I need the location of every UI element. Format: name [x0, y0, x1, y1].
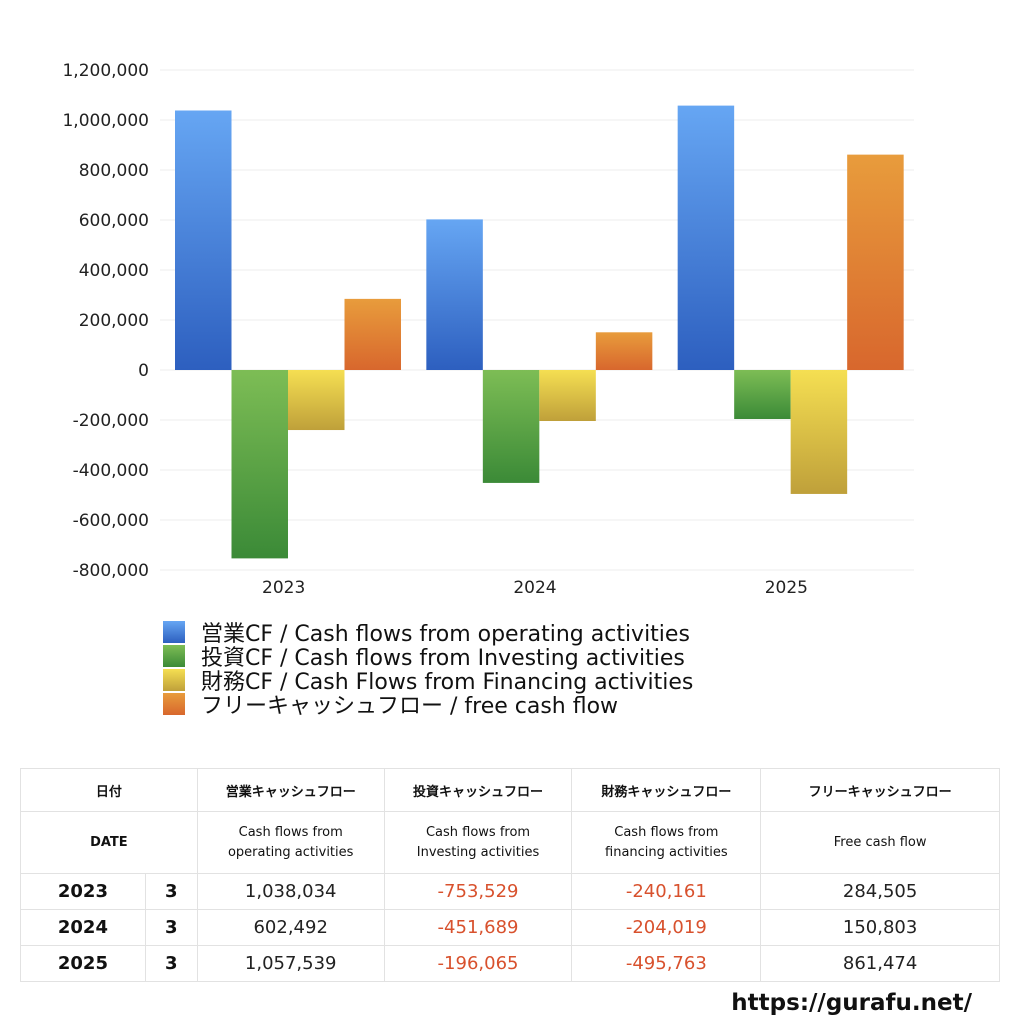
bar-2023-series-3: [344, 298, 401, 370]
y-tick-label: 0: [138, 361, 149, 381]
row-operating: 602,492: [196, 909, 385, 946]
header-financing-jp: 財務キャッシュフロー: [571, 768, 762, 812]
legend-label-investing: 投資CF / Cash flows from Investing activit…: [201, 646, 685, 671]
legend-label-financing: 財務CF / Cash Flows from Financing activit…: [201, 670, 694, 695]
y-tick-label: 800,000: [79, 161, 149, 181]
y-tick-label: 400,000: [79, 261, 149, 281]
table-row: 2025 3 1,057,539 -196,065 -495,763 861,4…: [20, 945, 1000, 982]
cash-flow-table: 日付 営業キャッシュフロー 投資キャッシュフロー 財務キャッシュフロー フリーキ…: [20, 768, 1000, 982]
bar-2025-series-0: [677, 105, 735, 371]
legend-item-free: フリーキャッシュフロー / free cash flow: [163, 692, 693, 719]
bar-2023-series-1: [231, 370, 288, 559]
x-axis-ticks: 2023 2024 2025: [262, 578, 808, 598]
row-month: 3: [144, 873, 198, 910]
legend-item-operating: 営業CF / Cash flows from operating activit…: [163, 620, 693, 647]
legend-swatch-financing: [163, 669, 185, 691]
row-month: 3: [144, 909, 198, 946]
row-investing: -196,065: [383, 945, 573, 982]
y-tick-label: -600,000: [73, 511, 149, 531]
legend-label-free: フリーキャッシュフロー / free cash flow: [201, 694, 619, 719]
row-financing: -204,019: [571, 909, 762, 946]
row-free: 284,505: [760, 873, 1000, 910]
header-date-jp: 日付: [20, 768, 198, 812]
row-free: 150,803: [760, 909, 1000, 946]
x-tick-label: 2023: [262, 578, 305, 598]
header-operating-en: Cash flows from operating activities: [196, 811, 385, 874]
site-url[interactable]: https://gurafu.net/: [731, 990, 972, 1016]
row-operating: 1,057,539: [196, 945, 385, 982]
table-header-en: DATE Cash flows from operating activities…: [20, 811, 1000, 874]
x-tick-label: 2024: [513, 578, 556, 598]
legend-item-financing: 財務CF / Cash Flows from Financing activit…: [163, 668, 693, 695]
bar-2024-series-3: [595, 332, 653, 370]
header-investing-jp: 投資キャッシュフロー: [383, 768, 573, 812]
bar-2024-series-1: [482, 370, 540, 483]
bar-2023-series-0: [175, 110, 232, 370]
chart-bars: [175, 105, 904, 559]
row-year: 2024: [20, 909, 146, 946]
bar-2025-series-3: [847, 154, 904, 370]
y-tick-label: 600,000: [79, 211, 149, 231]
row-financing: -240,161: [571, 873, 762, 910]
table-header-jp: 日付 営業キャッシュフロー 投資キャッシュフロー 財務キャッシュフロー フリーキ…: [20, 768, 1000, 812]
chart-legend: 営業CF / Cash flows from operating activit…: [163, 620, 693, 719]
y-tick-label: -200,000: [73, 411, 149, 431]
y-tick-label: 200,000: [79, 311, 149, 331]
y-tick-label: -400,000: [73, 461, 149, 481]
x-tick-label: 2025: [765, 578, 808, 598]
bar-2024-series-2: [539, 370, 596, 422]
y-tick-label: -800,000: [73, 561, 149, 581]
header-date-en: DATE: [20, 811, 198, 874]
row-year: 2023: [20, 873, 146, 910]
row-operating: 1,038,034: [196, 873, 385, 910]
legend-swatch-free: [163, 693, 185, 715]
row-year: 2025: [20, 945, 146, 982]
bar-2024-series-0: [426, 219, 483, 370]
table-row: 2024 3 602,492 -451,689 -204,019 150,803: [20, 909, 1000, 946]
header-free-jp: フリーキャッシュフロー: [760, 768, 1000, 812]
y-axis-ticks: 1,200,000 1,000,000 800,000 600,000 400,000 2…: [62, 61, 149, 581]
table-row: 2023 3 1,038,034 -753,529 -240,161 284,5…: [20, 873, 1000, 910]
y-tick-label: 1,200,000: [62, 61, 149, 81]
legend-swatch-investing: [163, 645, 185, 667]
row-financing: -495,763: [571, 945, 762, 982]
header-operating-jp: 営業キャッシュフロー: [196, 768, 385, 812]
row-investing: -451,689: [383, 909, 573, 946]
cash-flow-bar-chart: 1,200,000 1,000,000 800,000 600,000 400,000 2…: [62, 61, 914, 598]
y-tick-label: 1,000,000: [62, 111, 149, 131]
header-free-en: Free cash flow: [760, 811, 1000, 874]
row-month: 3: [144, 945, 198, 982]
header-investing-en: Cash flows from Investing activities: [383, 811, 573, 874]
legend-label-operating: 営業CF / Cash flows from operating activit…: [201, 622, 690, 647]
header-financing-en: Cash flows from financing activities: [571, 811, 762, 874]
bar-2023-series-2: [288, 370, 345, 431]
bar-2025-series-1: [734, 370, 791, 420]
row-investing: -753,529: [383, 873, 573, 910]
row-free: 861,474: [760, 945, 1000, 982]
legend-item-investing: 投資CF / Cash flows from Investing activit…: [163, 644, 693, 671]
bar-2025-series-2: [790, 370, 848, 494]
legend-swatch-operating: [163, 621, 185, 643]
